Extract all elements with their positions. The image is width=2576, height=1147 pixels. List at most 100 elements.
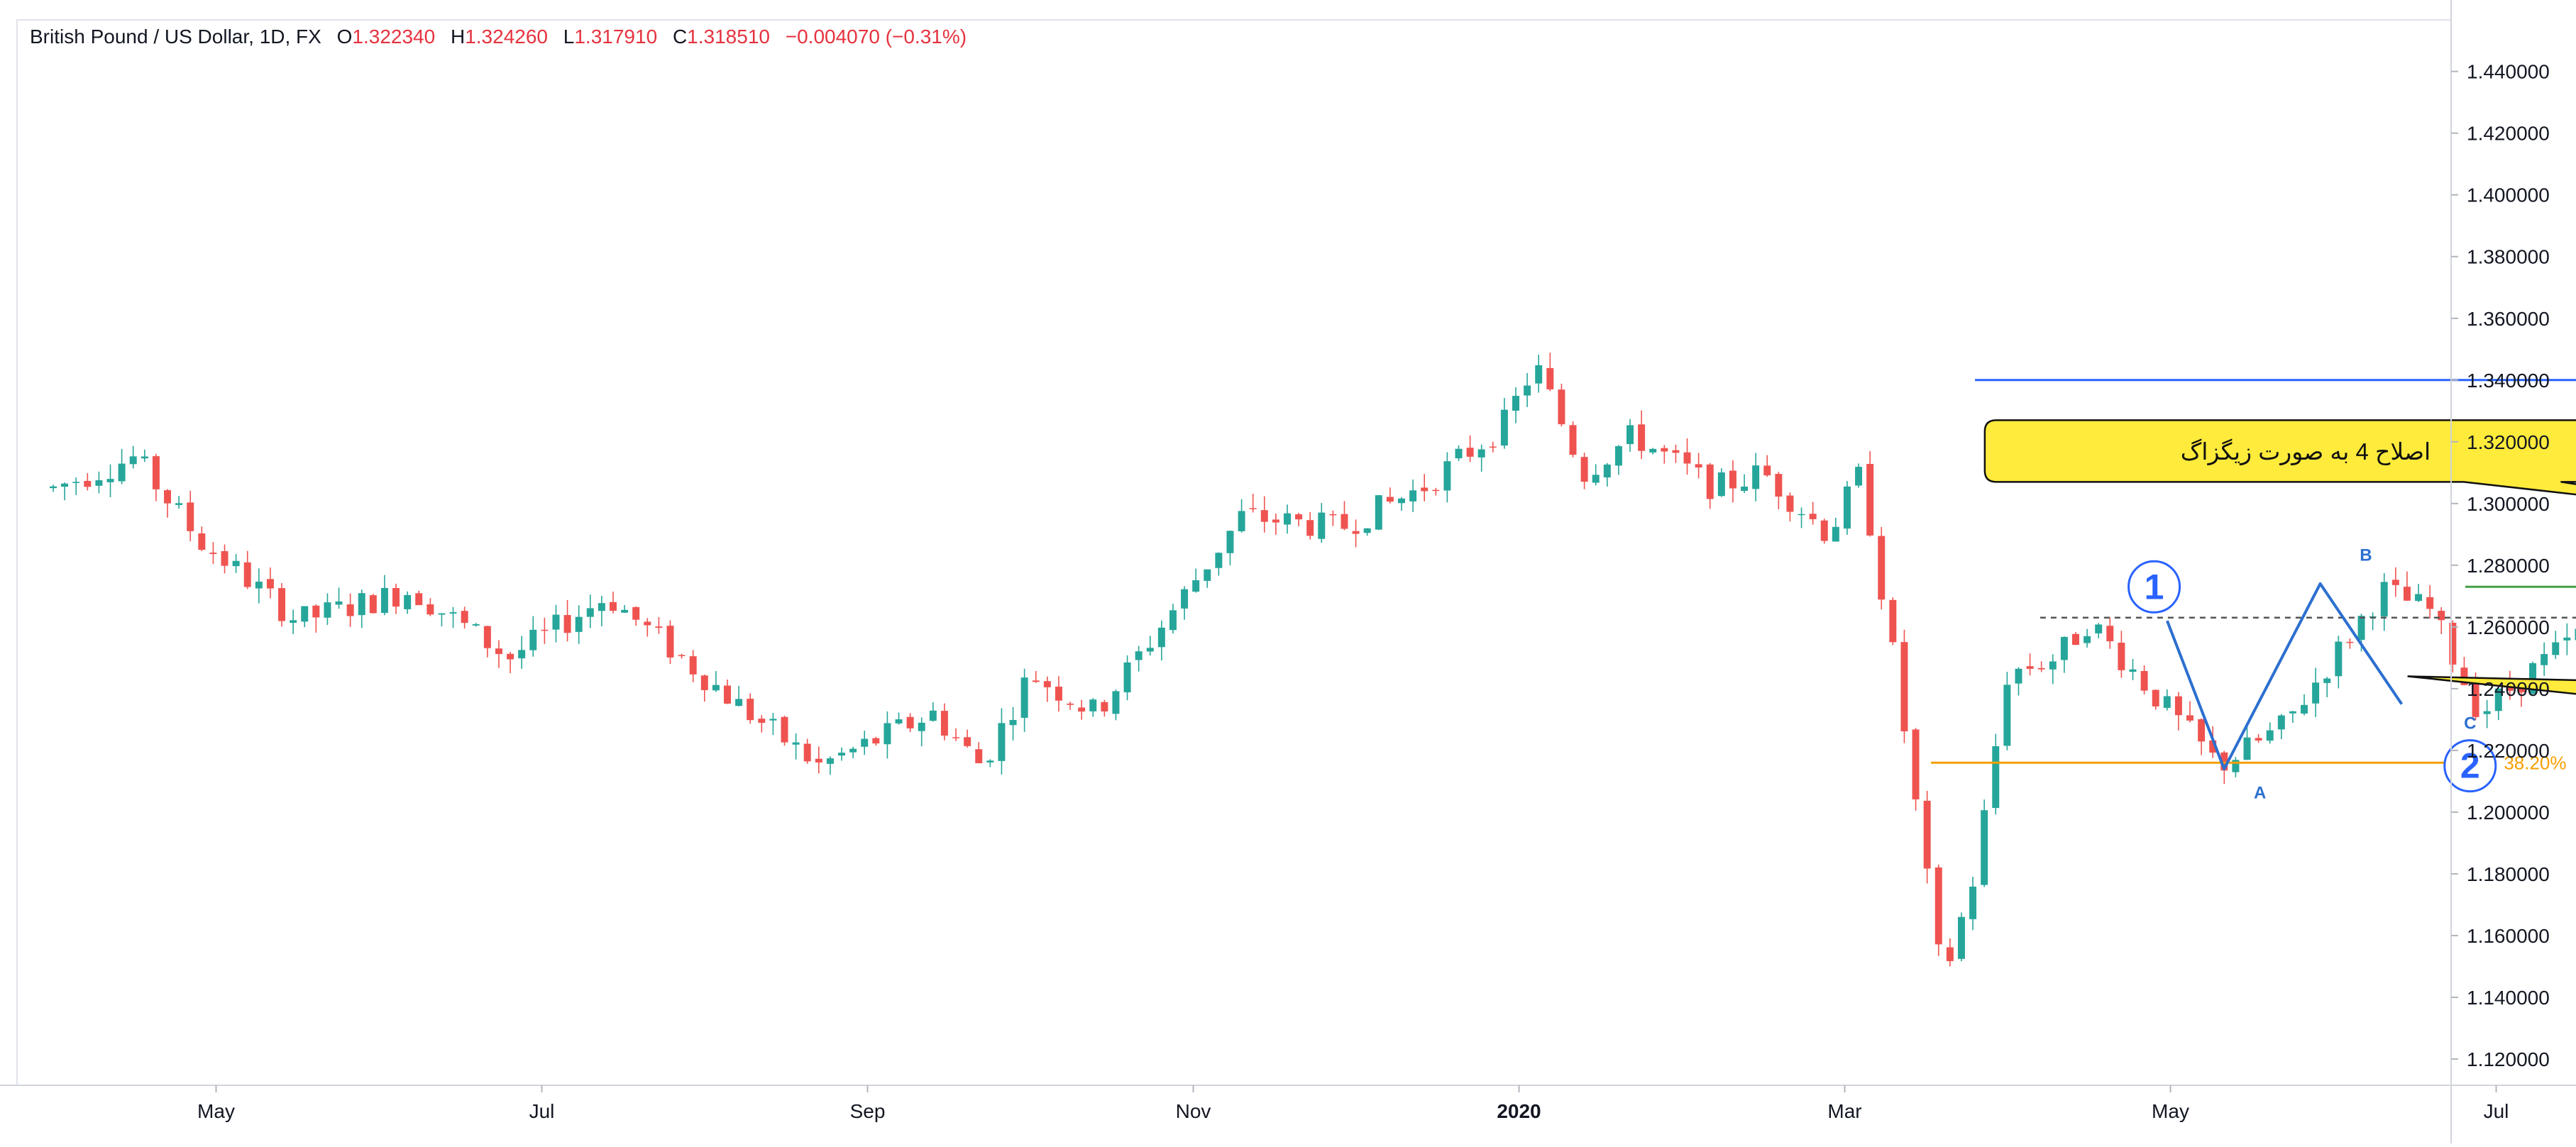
candle-body [118,463,126,482]
candle-body [1592,475,1600,483]
candle-body [644,621,651,626]
candle-body [1009,719,1017,726]
candle-body [346,604,354,616]
candle-body [884,723,891,745]
candle-body [1843,486,1851,529]
candle-body [426,604,434,615]
candle-body [2163,696,2171,708]
candle-body [563,615,571,633]
y-tick-label: 1.380000 [2467,246,2550,268]
candle-body [1535,365,1543,384]
candle-body [769,719,777,721]
candle-body [1969,886,1977,919]
candle-body [1272,519,1279,523]
candle-body [324,602,331,618]
candle-body [1900,642,1908,732]
correction-wave-line [2166,582,2404,770]
candle-body [998,723,1006,761]
candle-body [1798,514,1805,516]
candle-body [472,624,480,626]
candle-body [2541,654,2548,665]
candle-body [2391,580,2399,585]
y-tick-label: 1.180000 [2467,863,2550,885]
change-value: −0.004070 (−0.31%) [785,26,967,48]
candle-body [1832,526,1839,542]
symbol-header: British Pound / US Dollar, 1D, FX O1.322… [30,26,967,48]
candle-body [1500,409,1508,446]
y-tick-label: 1.160000 [2467,925,2550,947]
candle-body [2335,641,2343,677]
candle-body [404,594,412,609]
open-label: O [336,26,353,48]
candle-body [1934,867,1942,945]
x-tick-label: Jul [529,1100,555,1122]
y-tick-label: 1.300000 [2467,493,2550,515]
candle-body [72,482,80,483]
candle-body [2494,688,2502,711]
candle-body [1981,810,1988,885]
candle-body [2186,715,2194,721]
candle-body [1020,677,1028,718]
candles-layer [50,353,2576,967]
candle-body [1295,514,1303,520]
candle-body [2060,636,2068,660]
candle-body [507,653,514,660]
callout-text: اصلاح 4 به صورت زیگزاگ [2181,438,2431,466]
candle-body [1386,497,1394,502]
candle-body [2403,587,2411,601]
candle-body [1409,490,1417,502]
candle-body [1729,470,1736,489]
candle-body [609,602,617,611]
candle-body [2015,668,2022,684]
candle-body [1569,425,1577,455]
y-tick-label: 1.220000 [2467,740,2550,762]
x-tick-label: Sep [850,1100,886,1122]
candle-body [2220,752,2228,771]
candle-body [2380,582,2388,617]
x-tick-label: 2020 [1497,1100,1541,1122]
close-label: C [672,26,688,48]
candle-body [552,614,560,630]
candle-body [1820,520,1828,541]
candle-body [1067,703,1074,705]
candle-body [826,758,834,764]
candle-body [1672,450,1680,453]
symbol-title: British Pound / US Dollar, 1D, FX [30,26,321,48]
candle-body [1215,553,1223,568]
candle-body [2232,760,2240,772]
candle-body [1363,528,1371,533]
candle-body [2026,666,2034,669]
candle-body [952,737,960,738]
candle-body [301,606,309,622]
candle-body [1695,464,1702,468]
candle-body [84,480,92,487]
candle-body [392,588,400,607]
candle-body [2118,642,2125,670]
candle-body [541,629,549,631]
candle-body [438,613,446,615]
candle-body [1455,448,1463,459]
candle-body [964,737,971,746]
candle-body [2174,696,2182,716]
candle-body [106,479,114,482]
candle-body [1204,569,1211,581]
candle-body [380,587,388,614]
candle-body [1101,702,1108,711]
y-tick-label: 1.280000 [2467,555,2550,577]
candle-body [1306,520,1314,536]
candle-body [598,603,605,611]
candle-body [2198,719,2206,742]
candle-body [986,760,994,763]
candle-body [2438,611,2445,621]
drawings-layer: 161.80%261.80%61.80%38.20%ABCABC12345اصل… [1931,379,2576,803]
x-tick-label: May [197,1100,235,1122]
y-tick-label: 1.360000 [2467,308,2550,330]
candle-body [290,620,297,624]
candle-body [1112,691,1120,714]
y-tick-label: 1.320000 [2467,431,2550,453]
candle-body [2472,682,2479,717]
candle-body [1283,513,1291,525]
candle-body [266,579,274,589]
candle-body [164,490,172,504]
